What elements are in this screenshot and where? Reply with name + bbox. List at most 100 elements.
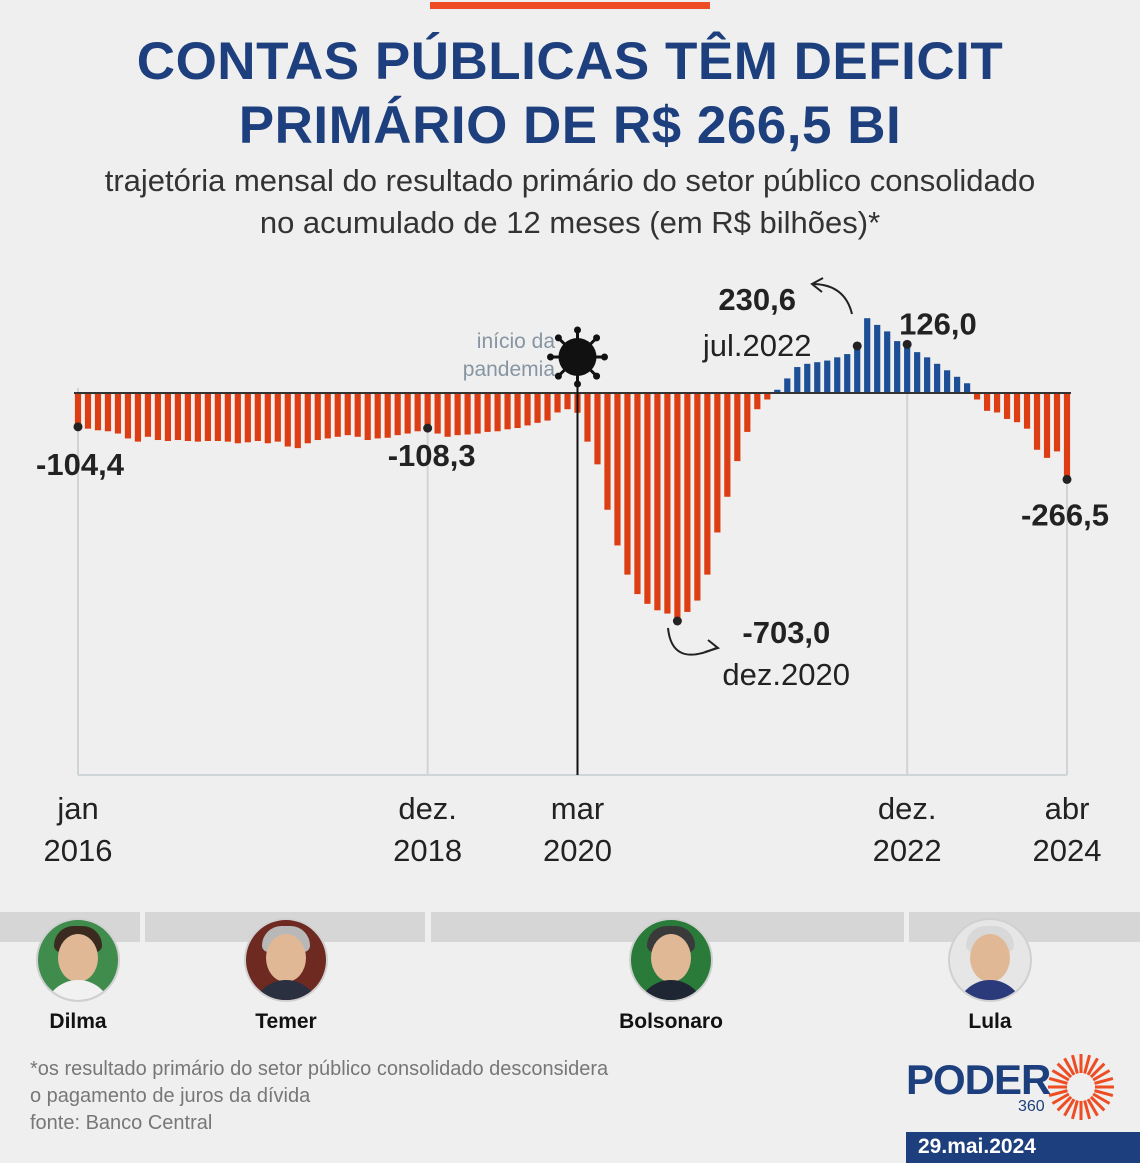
bar: [224, 393, 231, 442]
bar: [884, 331, 891, 393]
bar: [874, 324, 881, 393]
bar: [474, 393, 481, 434]
virus-spike-tip: [593, 372, 601, 380]
bar: [604, 393, 611, 510]
leader-temer: Temer: [216, 918, 356, 1034]
x-tick-label: dez. 2018: [393, 791, 463, 868]
bar: [374, 393, 381, 439]
bar: [894, 341, 901, 393]
bar: [674, 393, 681, 621]
bar: [1033, 393, 1041, 450]
bar: [704, 393, 711, 575]
annotation-dot: [1062, 474, 1072, 484]
bar: [174, 393, 181, 441]
bar: [354, 393, 361, 437]
virus-spike-tip: [600, 353, 608, 361]
bar: [1013, 393, 1021, 423]
bar: [454, 393, 461, 436]
bar: [564, 393, 571, 410]
bar: [924, 357, 931, 393]
bar: [164, 393, 172, 441]
sun-ray: [1048, 1089, 1068, 1097]
bar: [834, 357, 841, 393]
poder360-logo: PODER 360: [906, 1052, 1116, 1122]
bar: [144, 393, 152, 437]
bar: [973, 393, 981, 400]
sun-ray: [1086, 1098, 1099, 1117]
bar: [764, 393, 771, 400]
leader-name: Dilma: [49, 1010, 107, 1033]
sun-icon: [1048, 1054, 1114, 1120]
x-tick-label: abr 2024: [1032, 791, 1102, 868]
bar: [304, 393, 311, 444]
dilma-photo-icon: [36, 918, 120, 1002]
bar-chart: início da pandemia -104,4 -108,3 -703,0 dez.2…: [36, 277, 1109, 776]
bar: [784, 378, 791, 393]
bar: [254, 393, 261, 441]
bar: [644, 393, 651, 604]
x-tick-label: mar 2020: [543, 791, 612, 868]
bar: [694, 393, 701, 601]
sun-ray: [1083, 1100, 1091, 1120]
bolsonaro-photo-icon: [629, 918, 713, 1002]
bar: [284, 393, 291, 447]
bar: [434, 393, 441, 434]
bar: [464, 393, 471, 435]
bar: [794, 367, 801, 393]
footnote-line-1: *os resultado primário do setor público …: [30, 1058, 609, 1080]
virus-icon: [558, 338, 597, 376]
bar: [274, 393, 281, 442]
logo-number: 360: [1018, 1098, 1045, 1115]
leader-name: Lula: [968, 1010, 1012, 1033]
page-title: CONTAS PÚBLICAS TÊM DEFICIT PRIMÁRIO DE …: [0, 30, 1140, 158]
footnote: *os resultado primário do setor público …: [30, 1056, 750, 1137]
leader-name: Temer: [255, 1010, 317, 1033]
footnote-line-2: o pagamento de juros da dívida: [30, 1085, 311, 1107]
virus-spike-tip: [573, 326, 581, 334]
bar: [774, 389, 781, 393]
bar: [554, 393, 561, 413]
bar: [684, 393, 691, 612]
bar: [624, 393, 631, 575]
bar: [134, 393, 142, 442]
bar: [1053, 393, 1061, 452]
bar: [954, 376, 961, 393]
bar: [334, 393, 341, 437]
sun-ray: [1063, 1057, 1076, 1076]
bar: [514, 393, 521, 429]
bar: [84, 393, 92, 429]
bar: [993, 393, 1001, 413]
bar: [594, 393, 601, 465]
bar: [934, 363, 941, 393]
sun-ray: [1063, 1098, 1076, 1117]
bar: [484, 393, 491, 432]
bar: [1023, 393, 1031, 429]
bar: [864, 318, 871, 393]
source-text: fonte: Banco Central: [30, 1112, 213, 1134]
bar: [744, 393, 751, 432]
bar: [534, 393, 541, 423]
sun-ray: [1071, 1100, 1079, 1120]
bar: [714, 393, 721, 533]
sun-ray: [1094, 1089, 1114, 1097]
data-sublabel: dez.2020: [722, 657, 850, 692]
subtitle-line-2: no acumulado de 12 meses (em R$ bilhões)…: [259, 205, 881, 240]
bar: [444, 393, 451, 437]
sun-ray: [1092, 1069, 1111, 1082]
data-label: 126,0: [899, 306, 977, 341]
bar: [1003, 393, 1011, 419]
bar: [424, 393, 431, 429]
date-badge: 29.mai.2024: [906, 1132, 1140, 1163]
bar: [804, 363, 811, 393]
arrow-head-min: [704, 639, 721, 653]
bar: [854, 345, 861, 393]
data-sublabel: jul.2022: [702, 328, 812, 363]
bar: [614, 393, 621, 546]
bar: [124, 393, 132, 439]
arrow-curve-max: [813, 283, 853, 315]
sun-ray: [1048, 1077, 1068, 1085]
bar: [234, 393, 241, 444]
bar: [404, 393, 411, 434]
data-label: 230,6: [718, 282, 796, 317]
bar: [394, 393, 401, 436]
